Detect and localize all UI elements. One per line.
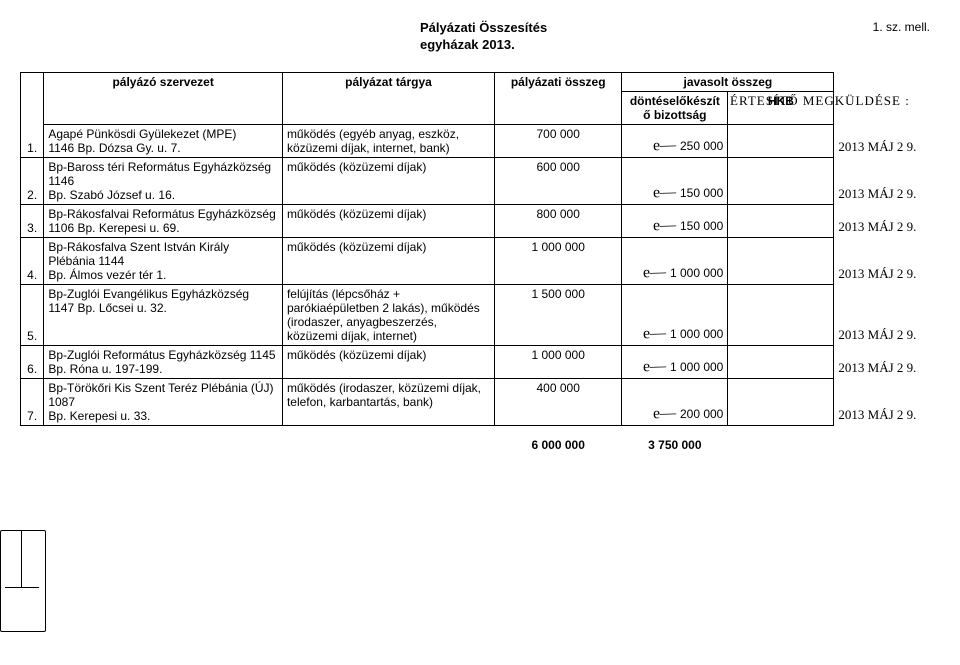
row-date-stamp: 2013 MÁJ 2 9. bbox=[834, 378, 940, 425]
signature-mark: e— bbox=[643, 263, 667, 282]
row-biz: e—1 000 000 bbox=[622, 284, 728, 345]
row-hkb bbox=[728, 204, 834, 237]
row-org: Bp-Zuglói Evangélikus Egyházközség 1147 … bbox=[44, 284, 283, 345]
th-biz: döntéselőkészítő bizottság bbox=[622, 91, 728, 124]
row-num: 6. bbox=[21, 345, 44, 378]
row-date-stamp: 2013 MÁJ 2 9. bbox=[834, 204, 940, 237]
row-date-stamp: 2013 MÁJ 2 9. bbox=[834, 284, 940, 345]
th-num bbox=[21, 72, 44, 124]
table-row: 1.Agapé Pünkösdi Gyülekezet (MPE) 1146 B… bbox=[21, 124, 941, 157]
row-amt: 1 000 000 bbox=[495, 237, 622, 284]
table-row: 3.Bp-Rákosfalvai Református Egyházközség… bbox=[21, 204, 941, 237]
row-biz: e—150 000 bbox=[622, 157, 728, 204]
signature-mark: e— bbox=[643, 324, 667, 343]
th-amt: pályázati összeg bbox=[495, 72, 622, 124]
row-num: 7. bbox=[21, 378, 44, 425]
side-note-hand: ÉRTESÍTŐ MEGKÜLDÉSE : bbox=[730, 93, 910, 109]
row-date-stamp: 2013 MÁJ 2 9. bbox=[834, 345, 940, 378]
total-biz: 3 750 000 bbox=[622, 425, 728, 454]
main-table: pályázó szervezet pályázat tárgya pályáz… bbox=[20, 72, 940, 454]
th-org: pályázó szervezet bbox=[44, 72, 283, 124]
page-title-2: egyházak 2013. bbox=[420, 37, 547, 54]
row-subj: működés (közüzemi díjak) bbox=[282, 237, 494, 284]
row-subj: működés (közüzemi díjak) bbox=[282, 157, 494, 204]
row-biz: e—250 000 bbox=[622, 124, 728, 157]
row-amt: 400 000 bbox=[495, 378, 622, 425]
signature-mark: e— bbox=[653, 136, 677, 155]
row-num: 3. bbox=[21, 204, 44, 237]
row-subj: felújítás (lépcsőház + parókiaépületben … bbox=[282, 284, 494, 345]
row-amt: 1 000 000 bbox=[495, 345, 622, 378]
row-org: Bp-Törökőri Kis Szent Teréz Plébánia (ÚJ… bbox=[44, 378, 283, 425]
row-subj: működés (közüzemi díjak) bbox=[282, 204, 494, 237]
envelope-sketch bbox=[0, 530, 46, 632]
row-subj: működés (közüzemi díjak) bbox=[282, 345, 494, 378]
row-hkb bbox=[728, 237, 834, 284]
row-amt: 1 500 000 bbox=[495, 284, 622, 345]
th-subj: pályázat tárgya bbox=[282, 72, 494, 124]
page-number: 1. sz. mell. bbox=[873, 20, 930, 54]
row-subj: működés (irodaszer, közüzemi díjak, tele… bbox=[282, 378, 494, 425]
signature-mark: e— bbox=[653, 183, 677, 202]
row-num: 2. bbox=[21, 157, 44, 204]
row-date-stamp: 2013 MÁJ 2 9. bbox=[834, 124, 940, 157]
table-row: 7.Bp-Törökőri Kis Szent Teréz Plébánia (… bbox=[21, 378, 941, 425]
row-hkb bbox=[728, 345, 834, 378]
row-biz: e—150 000 bbox=[622, 204, 728, 237]
row-org: Bp-Baross téri Református Egyházközség 1… bbox=[44, 157, 283, 204]
row-num: 4. bbox=[21, 237, 44, 284]
row-org: Bp-Zuglói Református Egyházközség 1145 B… bbox=[44, 345, 283, 378]
row-subj: működés (egyéb anyag, eszköz, közüzemi d… bbox=[282, 124, 494, 157]
table-row: 2.Bp-Baross téri Református Egyházközség… bbox=[21, 157, 941, 204]
row-biz: e—1 000 000 bbox=[622, 237, 728, 284]
signature-mark: e— bbox=[643, 357, 667, 376]
row-amt: 800 000 bbox=[495, 204, 622, 237]
row-hkb bbox=[728, 378, 834, 425]
row-biz: e—200 000 bbox=[622, 378, 728, 425]
signature-mark: e— bbox=[653, 216, 677, 235]
signature-mark: e— bbox=[653, 404, 677, 423]
row-date-stamp: 2013 MÁJ 2 9. bbox=[834, 237, 940, 284]
row-num: 1. bbox=[21, 124, 44, 157]
table-row: 4.Bp-Rákosfalva Szent István Király Pléb… bbox=[21, 237, 941, 284]
total-amt: 6 000 000 bbox=[495, 425, 622, 454]
row-biz: e—1 000 000 bbox=[622, 345, 728, 378]
page-title-1: Pályázati Összesítés bbox=[420, 20, 547, 37]
row-org: Bp-Rákosfalvai Református Egyházközség 1… bbox=[44, 204, 283, 237]
row-hkb bbox=[728, 157, 834, 204]
row-date-stamp: 2013 MÁJ 2 9. bbox=[834, 157, 940, 204]
table-row: 5.Bp-Zuglói Evangélikus Egyházközség 114… bbox=[21, 284, 941, 345]
row-hkb bbox=[728, 124, 834, 157]
th-group: javasolt összeg bbox=[622, 72, 834, 91]
table-row: 6.Bp-Zuglói Református Egyházközség 1145… bbox=[21, 345, 941, 378]
row-hkb bbox=[728, 284, 834, 345]
totals-row: 6 000 0003 750 000 bbox=[21, 425, 941, 454]
row-num: 5. bbox=[21, 284, 44, 345]
row-amt: 600 000 bbox=[495, 157, 622, 204]
row-amt: 700 000 bbox=[495, 124, 622, 157]
row-org: Bp-Rákosfalva Szent István Király Plébán… bbox=[44, 237, 283, 284]
row-org: Agapé Pünkösdi Gyülekezet (MPE) 1146 Bp.… bbox=[44, 124, 283, 157]
